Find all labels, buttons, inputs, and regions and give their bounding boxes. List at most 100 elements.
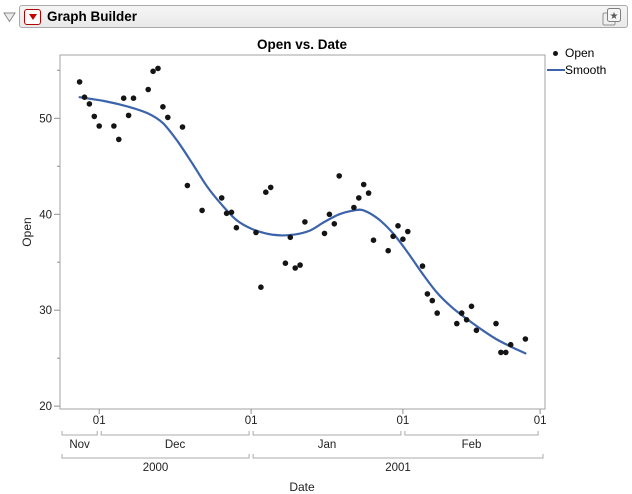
x-axis-title: Date [289, 480, 315, 494]
x-tick-label: 01 [534, 415, 547, 427]
layered-pages-star-button[interactable]: ★ [601, 7, 623, 27]
legend-item-smooth[interactable]: Smooth [546, 63, 606, 77]
data-point[interactable] [351, 204, 357, 211]
disclosure-triangle-icon[interactable] [2, 9, 17, 24]
data-point[interactable] [150, 68, 156, 75]
month-bracket [404, 431, 539, 436]
year-label: 2000 [143, 462, 169, 474]
data-point[interactable] [233, 224, 240, 231]
data-point[interactable] [111, 123, 117, 129]
data-point[interactable] [292, 265, 299, 271]
year-bracket [252, 454, 544, 459]
data-point[interactable] [81, 94, 88, 100]
data-point[interactable] [326, 211, 333, 218]
data-point[interactable] [522, 336, 529, 342]
data-point[interactable] [365, 190, 372, 196]
legend-marker-line-icon [546, 68, 565, 72]
window-title: Graph Builder [47, 9, 138, 24]
data-point[interactable] [223, 210, 230, 217]
data-point[interactable] [385, 247, 392, 254]
data-point[interactable] [125, 112, 132, 119]
x-tick-label: 01 [93, 415, 106, 427]
data-point[interactable] [263, 189, 269, 195]
month-label: Jan [318, 439, 337, 451]
data-point[interactable] [258, 284, 264, 291]
data-point[interactable] [356, 195, 362, 201]
data-point[interactable] [184, 182, 191, 189]
data-point[interactable] [297, 262, 303, 268]
year-bracket [61, 454, 250, 459]
data-point[interactable] [160, 104, 166, 110]
data-point[interactable] [228, 209, 235, 216]
data-point[interactable] [419, 263, 426, 269]
data-point[interactable] [331, 221, 338, 227]
smooth-line [78, 96, 527, 355]
legend-label: Smooth [565, 63, 607, 77]
data-point[interactable] [179, 124, 186, 130]
data-point[interactable] [390, 233, 396, 240]
data-point[interactable] [302, 219, 308, 225]
data-point[interactable] [463, 317, 470, 323]
y-tick-label: 30 [39, 305, 52, 317]
data-point[interactable] [458, 310, 465, 316]
data-point[interactable] [91, 113, 98, 120]
data-point[interactable] [468, 303, 475, 310]
data-point[interactable] [76, 79, 83, 85]
data-point[interactable] [282, 260, 289, 267]
data-point[interactable] [267, 184, 274, 191]
data-point[interactable] [287, 234, 294, 241]
outline-title-bar: Graph Builder ★ [19, 5, 628, 28]
month-bracket [252, 431, 402, 436]
x-tick-label: 01 [245, 415, 258, 427]
month-label: Feb [462, 439, 482, 451]
layered-pages-star-icon: ★ [602, 7, 621, 25]
data-point[interactable] [434, 310, 441, 316]
data-point[interactable] [218, 195, 225, 201]
data-point[interactable] [130, 95, 137, 101]
data-point[interactable] [507, 341, 514, 348]
svg-text:★: ★ [610, 10, 619, 21]
series [76, 65, 529, 356]
data-point[interactable] [370, 237, 377, 243]
y-tick-label: 20 [39, 401, 52, 413]
data-point[interactable] [253, 229, 259, 236]
data-point[interactable] [473, 327, 480, 334]
month-label: Dec [165, 439, 186, 451]
data-point[interactable] [498, 349, 504, 356]
red-triangle-menu-button[interactable] [24, 8, 41, 25]
data-point[interactable] [454, 320, 460, 327]
data-point[interactable] [145, 86, 151, 93]
outline-header: Graph Builder ★ [2, 4, 628, 29]
plot-frame [59, 54, 546, 410]
data-point[interactable] [493, 320, 499, 327]
data-point[interactable] [165, 114, 171, 121]
data-point[interactable] [429, 297, 436, 304]
data-point[interactable] [405, 228, 411, 235]
data-point[interactable] [336, 173, 343, 179]
data-point[interactable] [120, 95, 127, 101]
year-label: 2001 [385, 462, 411, 474]
data-point[interactable] [116, 136, 122, 143]
y-axis-title: Open [20, 217, 34, 246]
month-label: Nov [69, 439, 90, 451]
data-point[interactable] [424, 291, 431, 297]
legend-marker-dot-icon [546, 50, 565, 56]
data-point[interactable] [199, 207, 205, 214]
data-point[interactable] [503, 349, 509, 356]
data-point[interactable] [155, 65, 161, 72]
month-bracket [100, 431, 250, 436]
y-tick-label: 40 [39, 209, 52, 221]
y-tick-label: 50 [39, 113, 52, 125]
graph-title: Open vs. Date [257, 37, 348, 52]
red-triangle-icon [28, 13, 37, 20]
data-point[interactable] [360, 181, 367, 188]
data-point[interactable] [395, 223, 401, 229]
data-point[interactable] [86, 101, 93, 107]
data-point[interactable] [321, 230, 328, 237]
data-point[interactable] [400, 236, 406, 242]
legend-label: Open [565, 46, 595, 60]
legend-item-open[interactable]: Open [546, 46, 606, 60]
data-point[interactable] [96, 123, 102, 129]
